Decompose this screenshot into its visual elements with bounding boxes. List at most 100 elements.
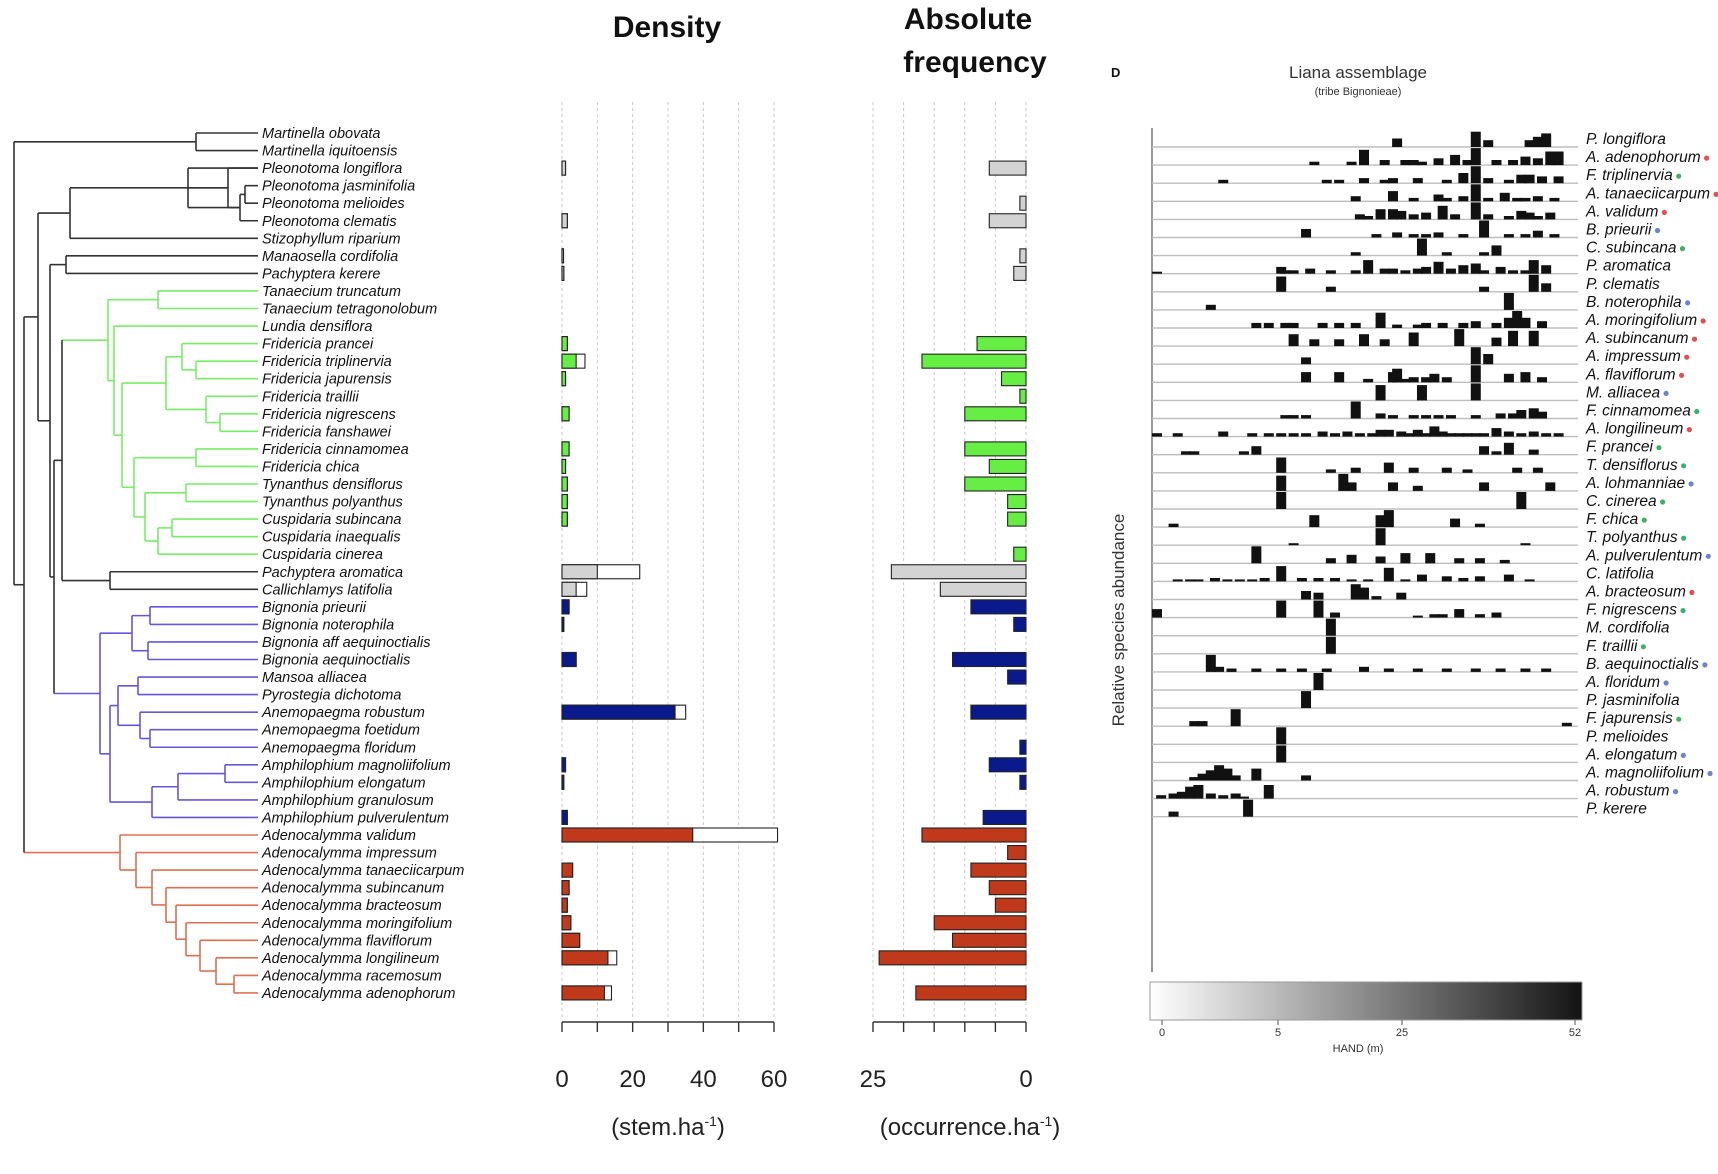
abundance-bar (1520, 668, 1531, 672)
abundance-bar (1516, 492, 1527, 509)
abundance-bar (1408, 234, 1419, 238)
clade-dot (1684, 354, 1690, 360)
abundance-bar (1396, 592, 1407, 600)
clade-dot (1704, 155, 1710, 161)
abundance-bar (1508, 270, 1519, 274)
abundance-bar (1296, 578, 1307, 582)
abundance-bar (1276, 433, 1287, 437)
abundance-bar (1375, 528, 1386, 546)
abundance-bar (1375, 515, 1386, 528)
abundance-bar (1387, 268, 1398, 274)
clade-dot (1663, 680, 1669, 686)
abundance-bar (1491, 337, 1502, 347)
density-bar (561, 353, 577, 369)
abundance-bar (1205, 304, 1216, 310)
abundance-bar (1474, 523, 1485, 528)
row-label: P. melioides (1586, 728, 1669, 745)
row-label: P. clematis (1586, 276, 1660, 293)
clade-dot (1672, 789, 1679, 795)
abundance-bar (1301, 691, 1312, 709)
abundance-bar (1412, 485, 1423, 491)
density-bar (561, 371, 567, 387)
abundance-bar (1363, 579, 1374, 582)
species-label: Stizophyllum riparium (262, 231, 401, 247)
species-label: Adenocalymma adenophorum (261, 986, 455, 1002)
x-tick-label: 40 (690, 1066, 717, 1093)
species-label: Adenocalymma validum (261, 828, 416, 844)
colorbar-label: HAND (m) (1333, 1043, 1384, 1055)
y-axis-label: Relative species abundance (1109, 514, 1128, 727)
abundance-bar (1524, 174, 1535, 184)
abundance-bar (1247, 579, 1258, 582)
abundance-bar (1392, 138, 1403, 147)
abundance-bar (1387, 191, 1398, 202)
abundance-bar (1532, 467, 1543, 473)
row-label: C. latifolia (1586, 565, 1654, 582)
species-label: Tynanthus densiflorus (262, 477, 403, 493)
abundance-bar (1301, 357, 1312, 365)
abundance-bar (1379, 339, 1390, 347)
abundance-bar (1421, 212, 1432, 220)
abundance-bar (1305, 268, 1316, 274)
row-label: M. cordifolia (1586, 620, 1670, 637)
abundance-bar (1528, 260, 1539, 274)
abundance-bar (1359, 178, 1369, 184)
abundance-bar (1185, 786, 1196, 799)
colorbar: HAND (m) 0 5 25 52 (1149, 981, 1583, 1055)
row-label: F. prancei (1586, 439, 1653, 456)
abundance-bar (1470, 202, 1481, 220)
abundance-bar (1276, 457, 1287, 473)
clade-dot (1676, 173, 1682, 179)
clade-dot (1705, 553, 1711, 559)
abundance-bar (1371, 234, 1382, 238)
row-label: A. adenophorum (1585, 149, 1701, 166)
abundance-bar (1276, 745, 1287, 763)
colorbar-gradient (1149, 981, 1583, 1021)
abundance-bar (1503, 442, 1514, 455)
abundance-bar (1408, 467, 1419, 473)
abundance-bar (1251, 546, 1262, 564)
clade-dot (1676, 716, 1682, 722)
clade-dot (1660, 499, 1666, 505)
abundance-bar (1288, 270, 1299, 274)
species-label: Fridericia chica (262, 459, 360, 475)
frequency-bar (933, 915, 1027, 931)
abundance-bar (1400, 579, 1411, 582)
abundance-bar (1152, 271, 1162, 274)
abundance-bar (1441, 576, 1452, 582)
row-label: M. alliacea (1586, 384, 1660, 401)
row-label: A. validum (1585, 203, 1658, 220)
abundance-bar (1392, 232, 1403, 238)
abundance-bar (1321, 668, 1332, 672)
abundance-bar (1537, 176, 1548, 184)
colorbar-tick-label: 52 (1569, 1027, 1581, 1039)
abundance-bar (1371, 596, 1382, 600)
frequency-bar (915, 985, 1027, 1001)
frequency-bar (1019, 388, 1027, 404)
abundance-bar (1470, 148, 1481, 166)
abundance-bar (1288, 334, 1299, 347)
clade-dot (1663, 390, 1669, 396)
clade-dot (1689, 589, 1695, 596)
species-label: Anemopaegma robustum (261, 705, 425, 721)
species-label: Amphilophium magnoliifolium (261, 758, 451, 774)
abundance-bar (1441, 467, 1452, 473)
abundance-bar (1214, 765, 1225, 781)
species-label: Amphilophium pulverulentum (261, 810, 449, 826)
row-label: B. noterophila (1586, 294, 1682, 311)
frequency-bar (964, 441, 1027, 457)
abundance-bar (1408, 214, 1419, 220)
species-label: Mansoa alliacea (262, 670, 367, 686)
abundance-bar (1301, 372, 1312, 383)
row-label: F. cinnamomea (1586, 403, 1691, 420)
frequency-bar (988, 213, 1027, 229)
abundance-bar (1549, 234, 1560, 238)
abundance-bar (1404, 433, 1415, 437)
abundance-bar (1251, 322, 1262, 328)
abundance-bar (1350, 322, 1361, 328)
species-label: Cuspidaria subincana (262, 512, 401, 528)
abundance-bar (1479, 252, 1490, 256)
frequency-bar (1019, 774, 1027, 790)
colorbar-tick-label: 0 (1159, 1027, 1165, 1039)
abundance-bar (1454, 433, 1465, 437)
